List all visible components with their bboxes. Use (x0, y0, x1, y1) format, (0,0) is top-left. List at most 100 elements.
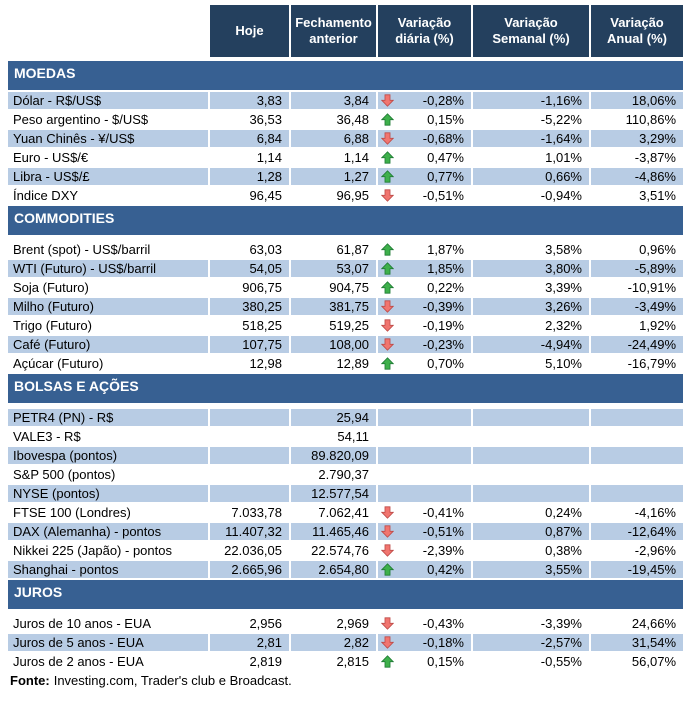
label-cell: Peso argentino - $/US$ (8, 111, 208, 128)
table-row: NYSE (pontos) 12.577,54 (8, 485, 683, 502)
variacao-diaria-cell: -0,39% (378, 298, 471, 315)
column-header-variacao-anual: Variação Anual (%) (591, 5, 683, 57)
table-body: MOEDAS Dólar - R$/US$ 3,83 3,84 -0,28% -1,16%… (8, 61, 683, 670)
label-cell: Libra - US$/£ (8, 168, 208, 185)
hoje-cell: 3,83 (210, 92, 289, 109)
table-row: Índice DXY 96,45 96,95 -0,51% -0,94% 3,51% (8, 187, 683, 204)
variacao-diaria-cell: -0,43% (378, 615, 471, 632)
down-arrow-icon (381, 544, 395, 558)
variacao-semanal-cell (473, 447, 589, 464)
hoje-cell (210, 466, 289, 483)
hoje-cell: 6,84 (210, 130, 289, 147)
variacao-diaria-cell: -0,51% (378, 523, 471, 540)
variacao-diaria-value: -0,19% (422, 318, 464, 333)
variacao-anual-cell (591, 409, 683, 426)
variacao-diaria-value: 0,15% (427, 654, 464, 669)
variacao-diaria-cell: 0,15% (378, 111, 471, 128)
variacao-semanal-cell: 1,01% (473, 149, 589, 166)
variacao-semanal-cell (473, 428, 589, 445)
variacao-anual-cell: -4,16% (591, 504, 683, 521)
down-arrow-icon (381, 636, 395, 650)
fechamento-anterior-cell: 36,48 (291, 111, 376, 128)
variacao-diaria-value: 0,77% (427, 169, 464, 184)
table-header-row: Hoje Fechamento anterior Variação diária… (8, 5, 683, 57)
hoje-cell: 1,28 (210, 168, 289, 185)
variacao-semanal-cell: 0,38% (473, 542, 589, 559)
section-header-commodities: COMMODITIES (8, 206, 683, 235)
variacao-anual-cell: 0,96% (591, 241, 683, 258)
hoje-cell: 36,53 (210, 111, 289, 128)
variacao-anual-cell: 31,54% (591, 634, 683, 651)
variacao-anual-cell: -16,79% (591, 355, 683, 372)
variacao-semanal-cell: -1,16% (473, 92, 589, 109)
variacao-diaria-value: -0,68% (422, 131, 464, 146)
variacao-anual-cell: 56,07% (591, 653, 683, 670)
variacao-anual-cell (591, 428, 683, 445)
table-row: Juros de 2 anos - EUA 2,819 2,815 0,15% -0,5… (8, 653, 683, 670)
label-cell: Café (Futuro) (8, 336, 208, 353)
table-row: WTI (Futuro) - US$/barril 54,05 53,07 1,85%… (8, 260, 683, 277)
label-cell: Yuan Chinês - ¥/US$ (8, 130, 208, 147)
label-cell: Brent (spot) - US$/barril (8, 241, 208, 258)
label-cell: Juros de 10 anos - EUA (8, 615, 208, 632)
label-cell: VALE3 - R$ (8, 428, 208, 445)
variacao-diaria-value: -0,51% (422, 524, 464, 539)
table-row: Libra - US$/£ 1,28 1,27 0,77% 0,66% -4,86% (8, 168, 683, 185)
variacao-diaria-value: -0,43% (422, 616, 464, 631)
hoje-cell: 2.665,96 (210, 561, 289, 578)
hoje-cell: 63,03 (210, 241, 289, 258)
fechamento-anterior-cell: 12.577,54 (291, 485, 376, 502)
column-header-hoje: Hoje (210, 5, 289, 57)
variacao-diaria-cell: -0,68% (378, 130, 471, 147)
fechamento-anterior-cell: 11.465,46 (291, 523, 376, 540)
variacao-diaria-value: 1,85% (427, 261, 464, 276)
variacao-diaria-value: -0,51% (422, 188, 464, 203)
fechamento-anterior-cell: 12,89 (291, 355, 376, 372)
variacao-diaria-value: 0,42% (427, 562, 464, 577)
fechamento-anterior-cell: 22.574,76 (291, 542, 376, 559)
down-arrow-icon (381, 94, 395, 108)
hoje-cell: 518,25 (210, 317, 289, 334)
variacao-diaria-cell: -0,23% (378, 336, 471, 353)
variacao-semanal-cell: 0,24% (473, 504, 589, 521)
variacao-semanal-cell: 3,55% (473, 561, 589, 578)
up-arrow-icon (381, 243, 395, 257)
fechamento-anterior-cell: 381,75 (291, 298, 376, 315)
variacao-diaria-cell: 1,85% (378, 260, 471, 277)
variacao-anual-cell (591, 466, 683, 483)
label-cell: Dólar - R$/US$ (8, 92, 208, 109)
up-arrow-icon (381, 151, 395, 165)
fechamento-anterior-cell: 1,27 (291, 168, 376, 185)
label-cell: S&P 500 (pontos) (8, 466, 208, 483)
fechamento-anterior-cell: 904,75 (291, 279, 376, 296)
label-cell: NYSE (pontos) (8, 485, 208, 502)
variacao-diaria-cell (378, 466, 471, 483)
variacao-semanal-cell: 3,80% (473, 260, 589, 277)
section-header-moedas: MOEDAS (8, 61, 683, 90)
variacao-semanal-cell: -2,57% (473, 634, 589, 651)
table-row: Soja (Futuro) 906,75 904,75 0,22% 3,39% -10,9… (8, 279, 683, 296)
variacao-diaria-value: -2,39% (422, 543, 464, 558)
fechamento-anterior-cell: 53,07 (291, 260, 376, 277)
hoje-cell: 1,14 (210, 149, 289, 166)
label-cell: Índice DXY (8, 187, 208, 204)
variacao-diaria-value: 0,47% (427, 150, 464, 165)
label-cell: Ibovespa (pontos) (8, 447, 208, 464)
variacao-diaria-cell: -0,41% (378, 504, 471, 521)
fechamento-anterior-cell: 89.820,09 (291, 447, 376, 464)
variacao-diaria-value: 0,15% (427, 112, 464, 127)
fechamento-anterior-cell: 1,14 (291, 149, 376, 166)
fechamento-anterior-cell: 61,87 (291, 241, 376, 258)
variacao-diaria-value: -0,39% (422, 299, 464, 314)
variacao-semanal-cell: -3,39% (473, 615, 589, 632)
fechamento-anterior-cell: 108,00 (291, 336, 376, 353)
variacao-diaria-cell: 1,87% (378, 241, 471, 258)
down-arrow-icon (381, 617, 395, 631)
hoje-cell (210, 447, 289, 464)
table-row: DAX (Alemanha) - pontos 11.407,32 11.465,4… (8, 523, 683, 540)
header-spacer (8, 5, 208, 57)
fechamento-anterior-cell: 2.790,37 (291, 466, 376, 483)
table-row: Euro - US$/€ 1,14 1,14 0,47% 1,01% -3,87% (8, 149, 683, 166)
variacao-diaria-cell: 0,47% (378, 149, 471, 166)
variacao-anual-cell: -5,89% (591, 260, 683, 277)
